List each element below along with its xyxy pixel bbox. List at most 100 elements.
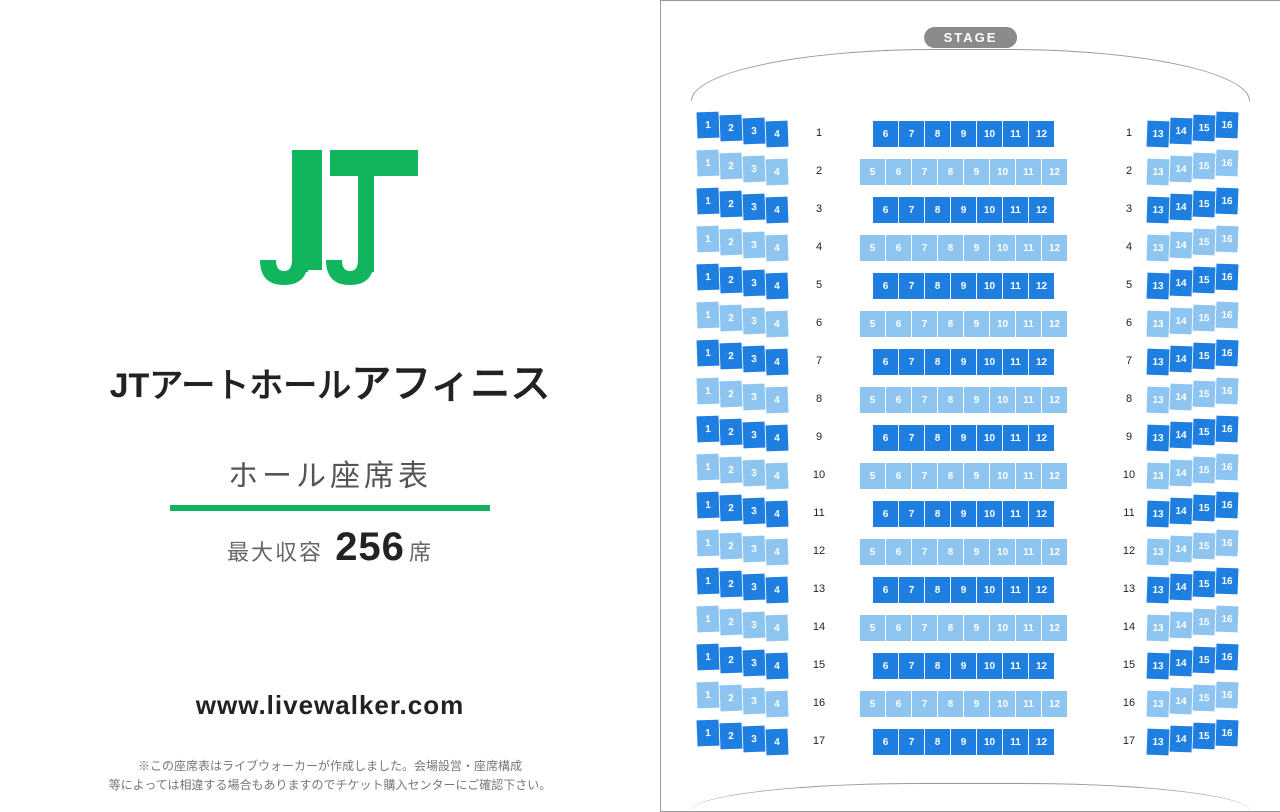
seat: 16 (1216, 644, 1239, 671)
seat: 7 (912, 311, 937, 337)
seat: 12 (1029, 273, 1054, 299)
seat: 10 (977, 501, 1002, 527)
seat: 16 (1216, 720, 1239, 747)
seat: 7 (912, 691, 937, 717)
seat: 15 (1193, 685, 1216, 712)
seat: 12 (1042, 539, 1067, 565)
seat: 2 (720, 723, 743, 750)
seat-row: 123436789101112313141516 (661, 197, 1280, 223)
seat: 7 (899, 425, 924, 451)
seat: 14 (1170, 156, 1193, 183)
seat-row: 123416789101112113141516 (661, 121, 1280, 147)
seat: 1 (697, 530, 720, 557)
seat: 8 (925, 349, 950, 375)
seat: 1 (697, 340, 720, 367)
seat: 11 (1016, 311, 1041, 337)
seat: 4 (766, 273, 789, 300)
seat: 2 (720, 647, 743, 674)
seat: 11 (1016, 691, 1041, 717)
seat: 14 (1170, 688, 1193, 715)
seat: 6 (873, 577, 898, 603)
seat: 13 (1147, 653, 1170, 680)
seat: 1 (697, 378, 720, 405)
seat: 10 (977, 273, 1002, 299)
jt-logo (230, 140, 430, 310)
seat: 9 (951, 349, 976, 375)
seat: 16 (1216, 682, 1239, 709)
seat: 12 (1029, 501, 1054, 527)
seat-row: 123410567891011121013141516 (661, 463, 1280, 489)
capacity: 最大収容 256席 (0, 525, 660, 570)
seating-chart: STAGE 1234167891011121131415161234256789… (660, 0, 1280, 812)
seat: 1 (697, 264, 720, 291)
seat: 3 (743, 688, 766, 715)
seat: 9 (951, 729, 976, 755)
seat-row: 123476789101112713141516 (661, 349, 1280, 375)
stage-label: STAGE (924, 27, 1018, 48)
seat: 5 (860, 691, 885, 717)
seat: 15 (1193, 153, 1216, 180)
seat: 2 (720, 495, 743, 522)
seat: 14 (1170, 726, 1193, 753)
seat-row: 1234456789101112413141516 (661, 235, 1280, 261)
seat: 15 (1193, 305, 1216, 332)
seat: 14 (1170, 498, 1193, 525)
seat: 3 (743, 460, 766, 487)
seat: 8 (938, 387, 963, 413)
row-number: 7 (811, 355, 827, 367)
seat: 14 (1170, 118, 1193, 145)
seat: 8 (925, 729, 950, 755)
seat: 3 (743, 574, 766, 601)
stage-arc (691, 49, 1250, 101)
seat: 11 (1016, 615, 1041, 641)
seat: 3 (743, 384, 766, 411)
seat: 6 (873, 425, 898, 451)
seat: 7 (899, 197, 924, 223)
seat: 3 (743, 498, 766, 525)
seat: 11 (1003, 273, 1028, 299)
row-number: 6 (1121, 317, 1137, 329)
seat: 14 (1170, 460, 1193, 487)
seat: 8 (925, 121, 950, 147)
seat: 3 (743, 118, 766, 145)
seat: 9 (951, 425, 976, 451)
seat: 3 (743, 232, 766, 259)
seat: 13 (1147, 311, 1170, 338)
seat: 9 (951, 273, 976, 299)
seat: 6 (886, 387, 911, 413)
seat: 4 (766, 615, 789, 642)
row-number: 3 (1121, 203, 1137, 215)
seat: 10 (977, 577, 1002, 603)
seat: 5 (860, 387, 885, 413)
seat: 14 (1170, 612, 1193, 639)
seat: 10 (977, 349, 1002, 375)
row-number: 3 (811, 203, 827, 215)
seat: 7 (912, 159, 937, 185)
seat: 1 (697, 492, 720, 519)
row-number: 9 (811, 431, 827, 443)
seat: 7 (899, 577, 924, 603)
seat: 3 (743, 650, 766, 677)
seat-row: 123412567891011121213141516 (661, 539, 1280, 565)
seat: 6 (873, 273, 898, 299)
seat: 2 (720, 381, 743, 408)
seat: 8 (925, 425, 950, 451)
seat: 8 (938, 615, 963, 641)
disclaimer-line2: 等によっては相違する場合もありますのでチケット購入センターにご確認下さい。 (0, 776, 660, 795)
seat: 16 (1216, 606, 1239, 633)
seat: 8 (925, 653, 950, 679)
venue-name-large: アフィニス (351, 362, 550, 406)
seat-row: 1234856789101112813141516 (661, 387, 1280, 413)
seat: 9 (964, 615, 989, 641)
seat: 11 (1003, 577, 1028, 603)
seat: 1 (697, 682, 720, 709)
seat: 7 (899, 653, 924, 679)
seat: 4 (766, 539, 789, 566)
seat: 6 (873, 501, 898, 527)
seat: 3 (743, 194, 766, 221)
seat: 1 (697, 188, 720, 215)
seat: 7 (899, 729, 924, 755)
logo-area (0, 140, 660, 315)
seat: 15 (1193, 343, 1216, 370)
seat-row: 1234656789101112613141516 (661, 311, 1280, 337)
